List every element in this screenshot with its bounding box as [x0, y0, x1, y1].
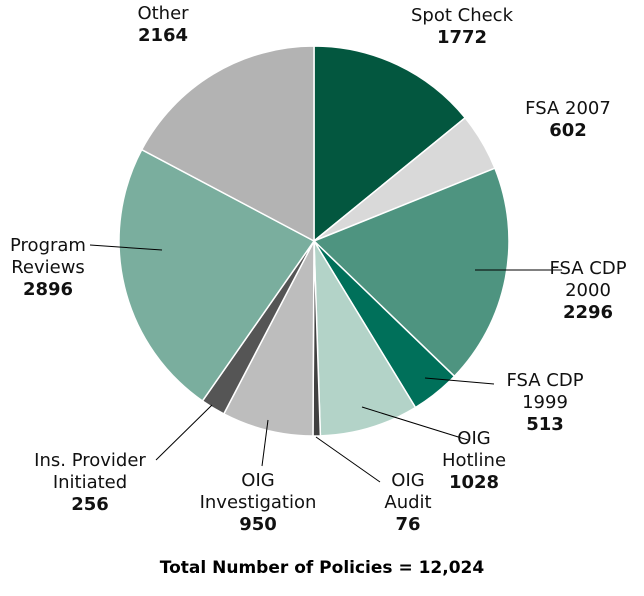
slice-label: OIG Hotline 1028 — [434, 428, 514, 494]
category-name: OIG Hotline — [441, 428, 507, 471]
value-label: 1772 — [436, 27, 488, 48]
slice-label: FSA 2007 602 — [508, 98, 628, 142]
leader-line — [424, 377, 495, 385]
pie-slice — [140, 45, 315, 243]
category-name: OIG Audit — [384, 470, 432, 513]
pie-slice — [313, 45, 467, 243]
total-label: Total Number of Policies = 12,024 — [159, 558, 485, 578]
category-name: Spot Check — [410, 5, 513, 26]
leader-line — [315, 436, 381, 483]
slice-label: OIG Audit 76 — [378, 470, 438, 536]
slice-label: FSA CDP 1999 513 — [490, 370, 600, 436]
slice-label: Other 2164 — [123, 3, 203, 47]
slice-label: Spot Check 1772 — [392, 5, 532, 49]
category-name: Program Reviews — [10, 235, 86, 278]
value-label: 513 — [526, 414, 564, 435]
leader-line — [261, 419, 269, 467]
slice-label: FSA CDP 2000 2296 — [533, 258, 643, 324]
value-label: 1028 — [448, 472, 500, 493]
slice-label: OIG Investigation 950 — [193, 470, 323, 536]
value-label: 2296 — [562, 302, 614, 323]
value-label: 76 — [395, 514, 421, 535]
leader-line — [89, 244, 163, 251]
value-label: 950 — [239, 514, 277, 535]
value-label: 2164 — [137, 25, 189, 46]
category-name: FSA CDP 2000 — [549, 258, 627, 301]
value-label: 2896 — [22, 279, 74, 300]
pie-slice — [312, 167, 510, 378]
category-name: Ins. Provider Initiated — [34, 450, 146, 493]
value-label: 602 — [549, 120, 587, 141]
pie-slice — [313, 238, 417, 437]
category-name: Other — [137, 3, 189, 24]
slice-label: Program Reviews 2896 — [3, 235, 93, 301]
pie-slice — [118, 148, 316, 402]
leader-line — [155, 404, 213, 461]
category-name: OIG Investigation — [199, 470, 317, 513]
leader-line — [361, 406, 469, 441]
value-label: 256 — [71, 494, 109, 515]
slice-label: Ins. Provider Initiated 256 — [10, 450, 170, 516]
category-name: FSA 2007 — [525, 98, 611, 119]
category-name: FSA CDP 1999 — [506, 370, 584, 413]
